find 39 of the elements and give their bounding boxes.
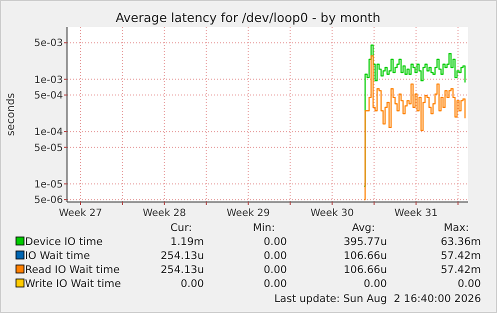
- text: 63.36m: [440, 236, 481, 248]
- text: 0.00: [264, 236, 287, 248]
- text: 254.13u: [160, 264, 204, 276]
- text: 0.00: [180, 278, 204, 290]
- text: 106.66u: [344, 264, 387, 276]
- text: 0.00: [264, 264, 287, 276]
- legend-label: Device IO time: [25, 236, 103, 248]
- legend-label: IO Wait time: [25, 250, 90, 262]
- y-tick-label: 1e-03: [34, 74, 63, 86]
- text: 0.00: [458, 278, 481, 290]
- y-axis-title: seconds: [5, 93, 17, 136]
- x-tick-label: Week 28: [142, 208, 186, 219]
- text: 106.66u: [344, 250, 387, 262]
- text: 57.42m: [440, 250, 481, 262]
- chart-title: Average latency for /dev/loop0 - by month: [116, 10, 380, 25]
- y-tick-label: 1e-04: [34, 127, 63, 138]
- x-tick-label: Week 29: [226, 208, 270, 219]
- text: 57.42m: [440, 264, 481, 276]
- legend-label: Read IO Wait time: [25, 264, 120, 276]
- text: Cur:: [170, 222, 192, 234]
- text: 0.00: [364, 278, 387, 290]
- x-tick-label: Week 31: [394, 208, 438, 219]
- text: Min:: [252, 222, 275, 234]
- text: Max:: [444, 222, 469, 234]
- y-tick-label: 5e-05: [34, 142, 63, 154]
- text: 0.00: [264, 250, 287, 262]
- text: Last update: Sun Aug 2 16:40:00 2026: [274, 293, 482, 305]
- text: 0.00: [264, 278, 287, 290]
- y-tick-label: 5e-06: [34, 195, 63, 206]
- x-tick-label: Week 27: [58, 208, 102, 219]
- x-tick-label: Week 30: [310, 208, 354, 219]
- y-tick-label: 5e-03: [34, 38, 63, 50]
- text: 1.19m: [170, 236, 204, 248]
- y-tick-label: 5e-04: [34, 90, 63, 102]
- legend-label: Write IO Wait time: [25, 278, 121, 290]
- text: 254.13u: [160, 250, 204, 262]
- text: Avg:: [352, 222, 375, 234]
- y-tick-label: 1e-05: [34, 179, 63, 190]
- text: 395.77u: [344, 236, 387, 248]
